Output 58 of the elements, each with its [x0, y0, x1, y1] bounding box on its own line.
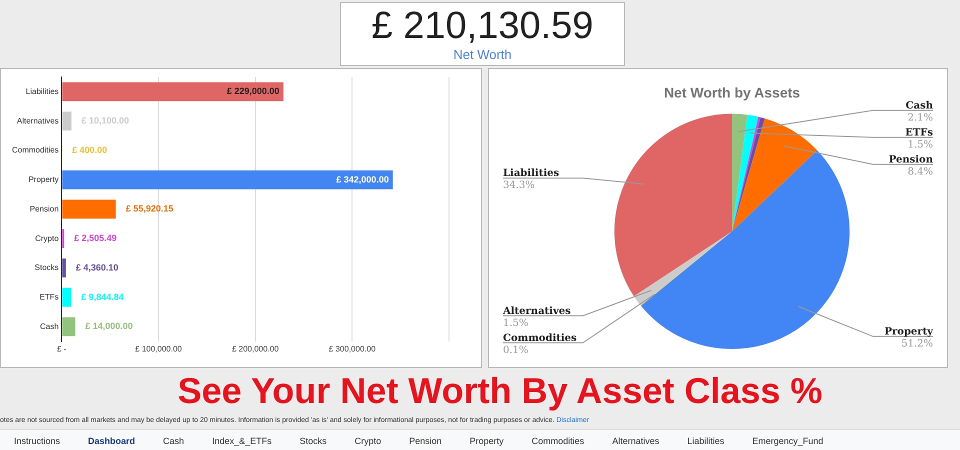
data-label: 34.3% — [503, 180, 535, 192]
data-label: £ 14,000.00 — [85, 321, 133, 332]
slice-label: Liabilities — [503, 168, 560, 180]
text: See Your Net Worth By Asset Class % — [176, 370, 824, 412]
data-label: £ 400.00 — [72, 144, 108, 155]
x-tick-label: £ 200,000.00 — [232, 344, 280, 354]
bar — [62, 112, 72, 130]
y-tick-label: Liabilities — [26, 86, 59, 96]
data-label: 2.1% — [908, 112, 933, 124]
data-label: £ 4,360.10 — [76, 262, 118, 272]
y-tick-label: Alternatives — [16, 116, 59, 126]
bar — [62, 317, 76, 336]
slice-label: Pension — [888, 154, 934, 166]
text: Stocks — [300, 436, 327, 446]
slice-label: Commodities — [503, 332, 578, 344]
bar — [62, 288, 72, 307]
text: Net Worth — [452, 47, 513, 62]
y-tick-label: Pension — [30, 204, 59, 214]
text: Commodities — [532, 436, 584, 446]
text: Index_&_ETFs — [212, 436, 272, 446]
text: Pension — [409, 436, 442, 446]
x-tick-label: £ - — [57, 344, 67, 354]
y-tick-label: Commodities — [12, 146, 59, 155]
text: Dashboard — [88, 436, 136, 446]
data-label: 8.4% — [908, 166, 933, 178]
y-tick-label: Cash — [40, 322, 59, 331]
data-label: £ 2,505.49 — [74, 233, 117, 244]
y-tick-label: Property — [28, 175, 59, 184]
bar — [62, 170, 393, 190]
chart-title: Net Worth by Assets — [664, 84, 800, 100]
text: Property — [470, 436, 504, 446]
data-label: £ 9,844.84 — [81, 292, 124, 302]
data-label: 51.2% — [901, 338, 933, 350]
text: Cash — [163, 436, 184, 446]
data-label: 1.5% — [908, 139, 933, 150]
slice-label: Property — [884, 326, 934, 338]
data-label: 1.5% — [503, 318, 528, 329]
data-label: £ 55,920.15 — [126, 204, 174, 214]
data-label: £ 342,000.00 — [336, 174, 389, 184]
text: Liabilities — [687, 436, 724, 446]
slice-label: Alternatives — [502, 306, 572, 317]
x-tick-label: £ 100,000.00 — [135, 344, 182, 354]
text: Emergency_Fund — [752, 436, 824, 446]
text: £ 210,130.59 — [370, 5, 594, 47]
slice-label: ETFs — [905, 127, 934, 138]
text: Crypto — [354, 436, 382, 446]
y-tick-label: ETFs — [40, 292, 59, 302]
bar — [62, 82, 284, 102]
y-tick-label: Crypto — [35, 234, 60, 243]
text: Instructions — [14, 436, 60, 446]
slice-label: Cash — [906, 100, 934, 112]
bar — [62, 200, 116, 219]
data-label: £ 229,000.00 — [226, 86, 280, 96]
text: Alternatives — [612, 436, 660, 446]
bar — [62, 258, 66, 278]
y-tick-label: Stocks — [34, 263, 59, 272]
x-tick-label: £ 300,000.00 — [328, 344, 376, 354]
data-label: 0.1% — [503, 344, 528, 356]
